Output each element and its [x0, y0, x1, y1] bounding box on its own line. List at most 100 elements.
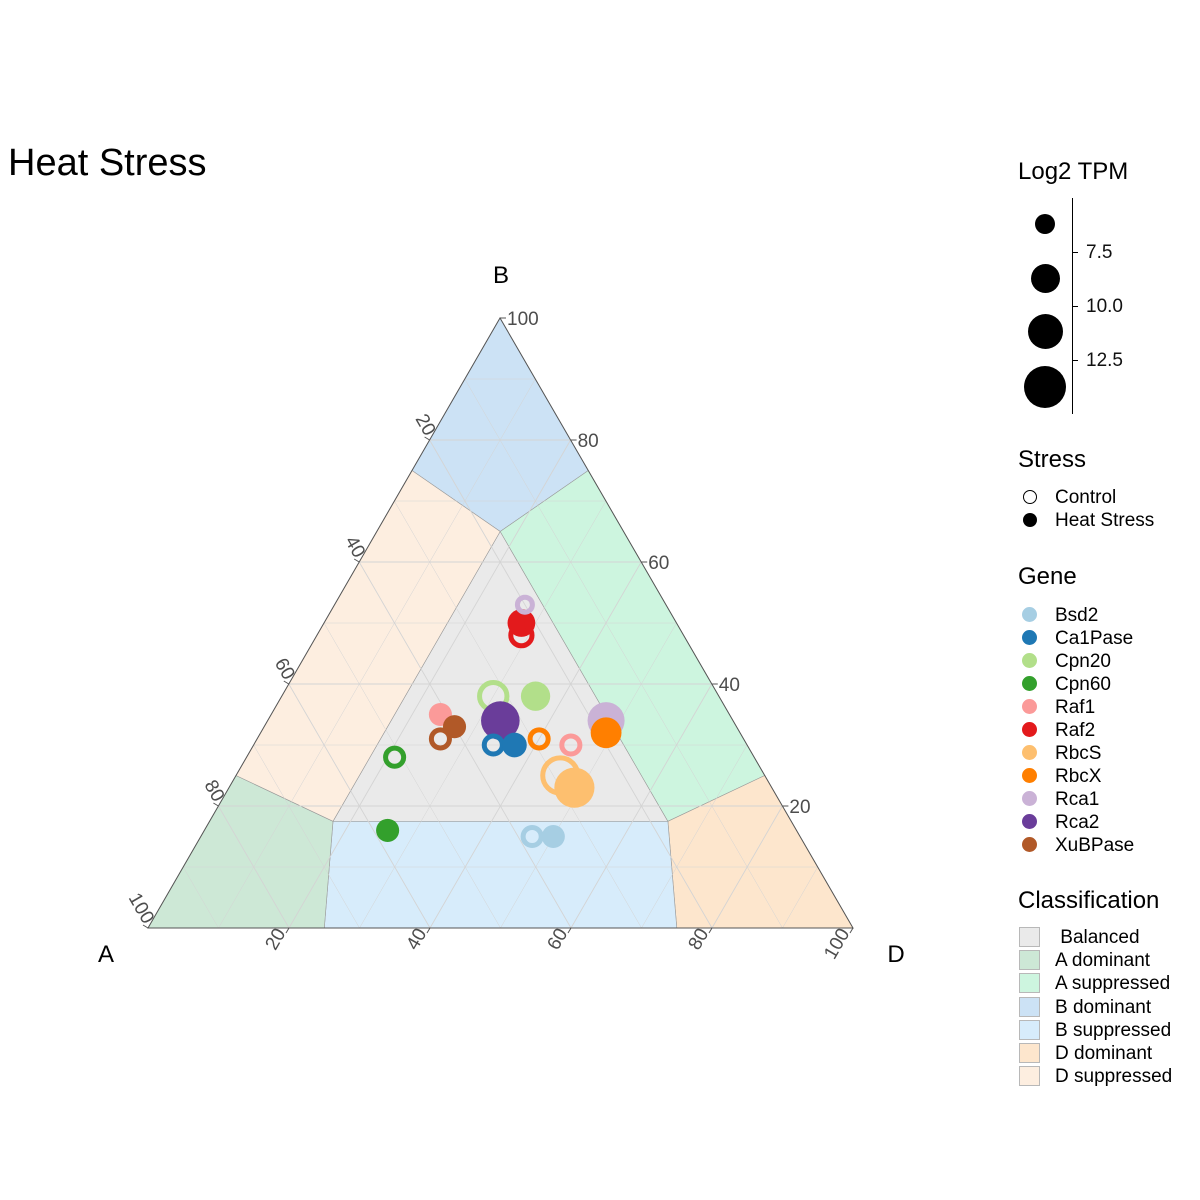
grid-line [323, 622, 501, 929]
grid-line [288, 683, 431, 929]
gene-legend-label: Rca1 [1055, 789, 1100, 810]
stress-legend: Stress Control Heat Stress [1018, 446, 1154, 531]
gene-color-swatch [1022, 630, 1037, 645]
classification-color-swatch [1019, 1019, 1040, 1040]
classification-color-swatch [1019, 1043, 1040, 1063]
point-ca1pase-heat-stress [502, 732, 527, 758]
classification-regions [147, 317, 854, 929]
tick-mark [849, 927, 854, 934]
b-tick-label: 20 [789, 797, 810, 818]
gene-color-swatch [1022, 722, 1037, 737]
gene-legend-label: Raf2 [1055, 720, 1096, 741]
point-cpn60-control [383, 745, 407, 769]
d-tick-label: 60 [544, 925, 573, 954]
axis-label-a: A [98, 941, 114, 968]
axis-labels: A B D [98, 262, 905, 968]
gene-legend-label: RbcX [1055, 766, 1102, 787]
size-tick-mark [1072, 252, 1078, 253]
d-tick-label: 100 [820, 925, 854, 963]
size-swatch-small [1035, 214, 1055, 234]
point-cpn60-heat-stress [376, 818, 400, 842]
d-tick-label: 80 [685, 925, 714, 954]
b-tick-label: 60 [648, 553, 669, 574]
point-xubpase-control [428, 727, 452, 751]
gene-legend-label: Rca2 [1055, 812, 1100, 833]
classification-color-swatch [1019, 950, 1040, 971]
classification-legend-label: D suppressed [1055, 1066, 1173, 1088]
point-raf2-control [508, 622, 535, 649]
classification-legend-label: A dominant [1055, 950, 1151, 972]
point-bsd2-control [520, 824, 544, 849]
tick-mark [708, 927, 713, 934]
gene-color-swatch [1022, 745, 1037, 760]
point-raf1-control [559, 733, 583, 757]
grid-line [253, 744, 360, 929]
gene-legend-label: Ca1Pase [1055, 628, 1134, 649]
size-tick-mark [1072, 306, 1078, 307]
gene-color-swatch [1022, 676, 1037, 691]
point-rbcx-heat-stress [590, 717, 622, 749]
ternary-frame [147, 317, 854, 929]
gene-color-swatch [1022, 699, 1037, 714]
size-legend: Log2 TPM 7.5 10.0 12.5 [1018, 158, 1128, 414]
classification-color-swatch [1019, 996, 1040, 1017]
b-tick-label: 80 [578, 431, 599, 452]
classification-legend-label: D dominant [1055, 1043, 1153, 1064]
point-rca2-heat-stress [481, 701, 520, 740]
grid-line [218, 378, 536, 929]
gene-legend-label: Bsd2 [1055, 605, 1099, 626]
gene-color-swatch [1022, 791, 1037, 806]
data-points [376, 594, 625, 849]
grid-line [711, 805, 783, 929]
gene-legend-label: Cpn20 [1055, 651, 1111, 672]
stress-legend-title: Stress [1018, 446, 1087, 473]
d-tick-label: 20 [262, 925, 291, 954]
stress-legend-label: Heat Stress [1055, 510, 1155, 531]
classification-legend-label: B suppressed [1055, 1019, 1172, 1041]
point-cpn20-heat-stress [520, 681, 551, 711]
size-swatch-medium [1031, 264, 1060, 293]
axis-label-b: B [493, 262, 509, 289]
point-rca1-control [514, 594, 535, 615]
classification-legend-title: Classification [1018, 887, 1160, 914]
classification-color-swatch [1019, 1066, 1040, 1087]
classification-legend: Classification Balanced A dominant A suppr… [1018, 887, 1172, 1087]
chart-title: Heat Stress [8, 142, 207, 184]
open-circle-icon [1023, 490, 1037, 504]
size-tick-label: 7.5 [1086, 242, 1113, 263]
classification-color-swatch [1019, 927, 1040, 947]
b-tick-label: 40 [719, 675, 740, 696]
size-tick-label: 10.0 [1086, 296, 1123, 317]
size-swatch-large [1028, 314, 1063, 349]
grid-line [782, 866, 818, 929]
gene-color-swatch [1022, 837, 1037, 852]
tick-mark [567, 927, 572, 934]
tick-mark [285, 927, 290, 934]
tick-mark [213, 802, 219, 807]
b-tick-label: 100 [507, 309, 539, 330]
size-swatch-xlarge [1024, 366, 1066, 408]
axis-label-d: D [887, 941, 904, 968]
classification-color-swatch [1019, 973, 1040, 994]
gene-color-swatch [1022, 653, 1037, 668]
grid-line [641, 744, 748, 929]
size-tick-label: 12.5 [1086, 350, 1123, 371]
grid-line [182, 866, 219, 929]
tick-mark [283, 680, 290, 685]
gene-color-swatch [1022, 607, 1037, 622]
filled-circle-icon [1023, 513, 1037, 527]
size-tick-mark [1072, 360, 1078, 361]
tick-mark [353, 558, 360, 563]
point-rbcx-control [527, 727, 551, 751]
gene-color-swatch [1022, 768, 1037, 783]
gene-legend-label: Cpn60 [1055, 674, 1111, 695]
gene-legend: Gene Bsd2 Ca1Pase Cpn20 Cpn60 Raf1 Raf2 RbcS Rb… [1018, 563, 1134, 856]
grid-line [570, 683, 713, 929]
tick-mark [424, 436, 430, 441]
gene-color-swatch [1022, 814, 1037, 829]
point-rbcs-heat-stress [554, 767, 595, 808]
tick-mark [142, 924, 149, 929]
grid-line [218, 805, 290, 929]
grid-line [464, 378, 783, 929]
